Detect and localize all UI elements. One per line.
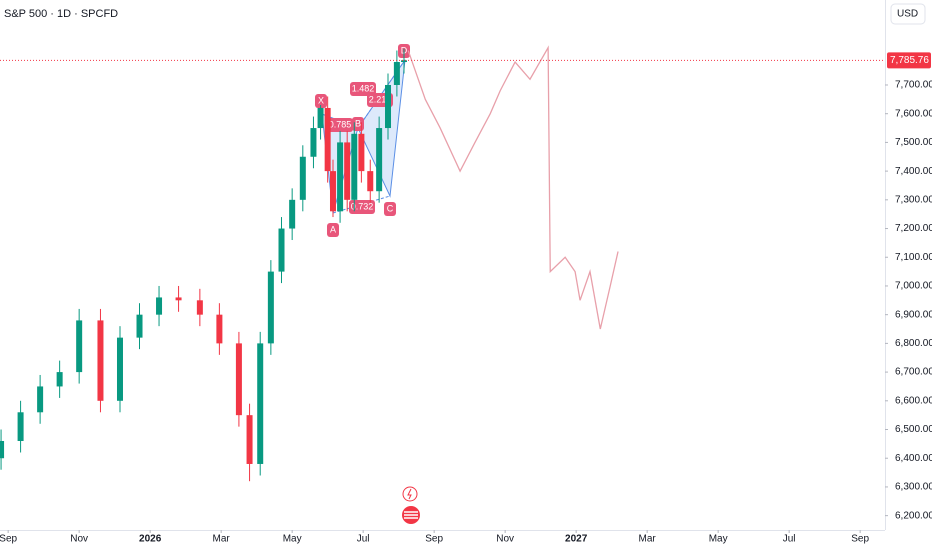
currency-button[interactable] — [890, 3, 926, 25]
x-tick-label: Mar — [213, 534, 231, 545]
candle-body — [136, 314, 143, 338]
currency: USD — [897, 9, 918, 20]
x-tick-label: May — [709, 534, 728, 545]
pattern-point-badge — [315, 94, 327, 108]
candle-body — [324, 107, 331, 172]
y-tick-label: 7,700.00 — [895, 80, 932, 91]
candle-body — [376, 128, 383, 192]
y-tick-label: 7,300.00 — [895, 194, 932, 205]
bottom-icons — [402, 486, 420, 524]
projection-line — [407, 45, 619, 330]
candle-body — [76, 320, 83, 373]
flag-stripes — [404, 511, 418, 519]
candle-body — [37, 386, 44, 413]
candle-body — [0, 440, 5, 459]
candle-body — [246, 415, 253, 464]
candle-body — [393, 62, 400, 85]
pattern-point: X — [318, 95, 324, 105]
candle-body — [175, 297, 182, 301]
x-tick-label: 2026 — [139, 534, 162, 545]
y-tick-label: 6,400.00 — [895, 453, 932, 464]
pattern-ratio: 2.212 — [369, 94, 392, 104]
x-tick-label: Sep — [851, 534, 869, 545]
pattern-ratio-badge — [327, 118, 353, 132]
x-tick-label: Mar — [639, 534, 657, 545]
x-tick-label: Sep — [0, 534, 17, 545]
candle-body — [310, 128, 317, 157]
pattern-ratio: 1.482 — [352, 83, 375, 93]
pattern-point: A — [330, 224, 336, 234]
candle-body — [385, 84, 392, 129]
chart-title: S&P 500 · 1D · SPCFD — [4, 8, 118, 20]
candle-body — [351, 133, 358, 200]
candle-body — [299, 156, 306, 200]
x-tick-label: May — [283, 534, 302, 545]
candle-body — [317, 107, 324, 129]
candle-body — [367, 171, 374, 192]
x-tick-label: Nov — [70, 534, 88, 545]
candle-body — [56, 372, 63, 387]
y-tick-label: 7,200.00 — [895, 223, 932, 234]
pattern-point-badge — [384, 202, 396, 216]
x-tick-label: Nov — [496, 534, 514, 545]
candle-body — [97, 320, 104, 401]
x-tick-label: 2027 — [565, 534, 588, 545]
candle-body — [257, 343, 264, 464]
event-icon[interactable] — [402, 486, 418, 502]
candle-body — [329, 171, 336, 212]
candle-body — [400, 60, 407, 63]
y-tick-label: 7,400.00 — [895, 166, 932, 177]
y-tick-label: 6,200.00 — [895, 510, 932, 521]
y-tick-label: 6,800.00 — [895, 338, 932, 349]
y-tick-label: 7,100.00 — [895, 252, 932, 263]
last-price-badge — [887, 52, 931, 69]
y-tick-label: 6,900.00 — [895, 309, 932, 320]
candle-body — [17, 412, 24, 441]
pattern-ratio: 0.732 — [351, 201, 374, 211]
candle-body — [156, 297, 163, 315]
pattern-point: C — [387, 203, 394, 213]
y-tick-label: 7,600.00 — [895, 108, 932, 119]
y-tick-label: 7,500.00 — [895, 137, 932, 148]
candle-body — [216, 314, 223, 344]
y-tick-label: 6,600.00 — [895, 395, 932, 406]
candle-body — [289, 199, 296, 229]
x-tick-label: Jul — [357, 534, 370, 545]
x-tick-label: Sep — [425, 534, 443, 545]
pattern-ratio-badge — [349, 200, 375, 214]
y-tick-label: 6,500.00 — [895, 424, 932, 435]
candle-body — [278, 228, 285, 272]
candle-body — [267, 271, 274, 344]
pattern-ratio-badge — [350, 82, 376, 96]
candle-body — [235, 343, 242, 416]
pattern-point-badge — [327, 223, 339, 237]
candle-body — [116, 337, 123, 401]
candle-body — [337, 142, 344, 212]
bolt — [407, 488, 412, 500]
last-price-label: 7,785.76 — [890, 55, 929, 66]
y-tick-label: 6,700.00 — [895, 367, 932, 378]
pattern-point: B — [355, 118, 361, 128]
candle-body — [344, 142, 351, 200]
pattern-ratio: 0.785 — [329, 119, 352, 129]
candle-body — [196, 300, 203, 315]
y-tick-label: 7,000.00 — [895, 281, 932, 292]
x-tick-label: Jul — [783, 534, 796, 545]
y-tick-label: 6,300.00 — [895, 482, 932, 493]
candle-body — [358, 133, 365, 172]
